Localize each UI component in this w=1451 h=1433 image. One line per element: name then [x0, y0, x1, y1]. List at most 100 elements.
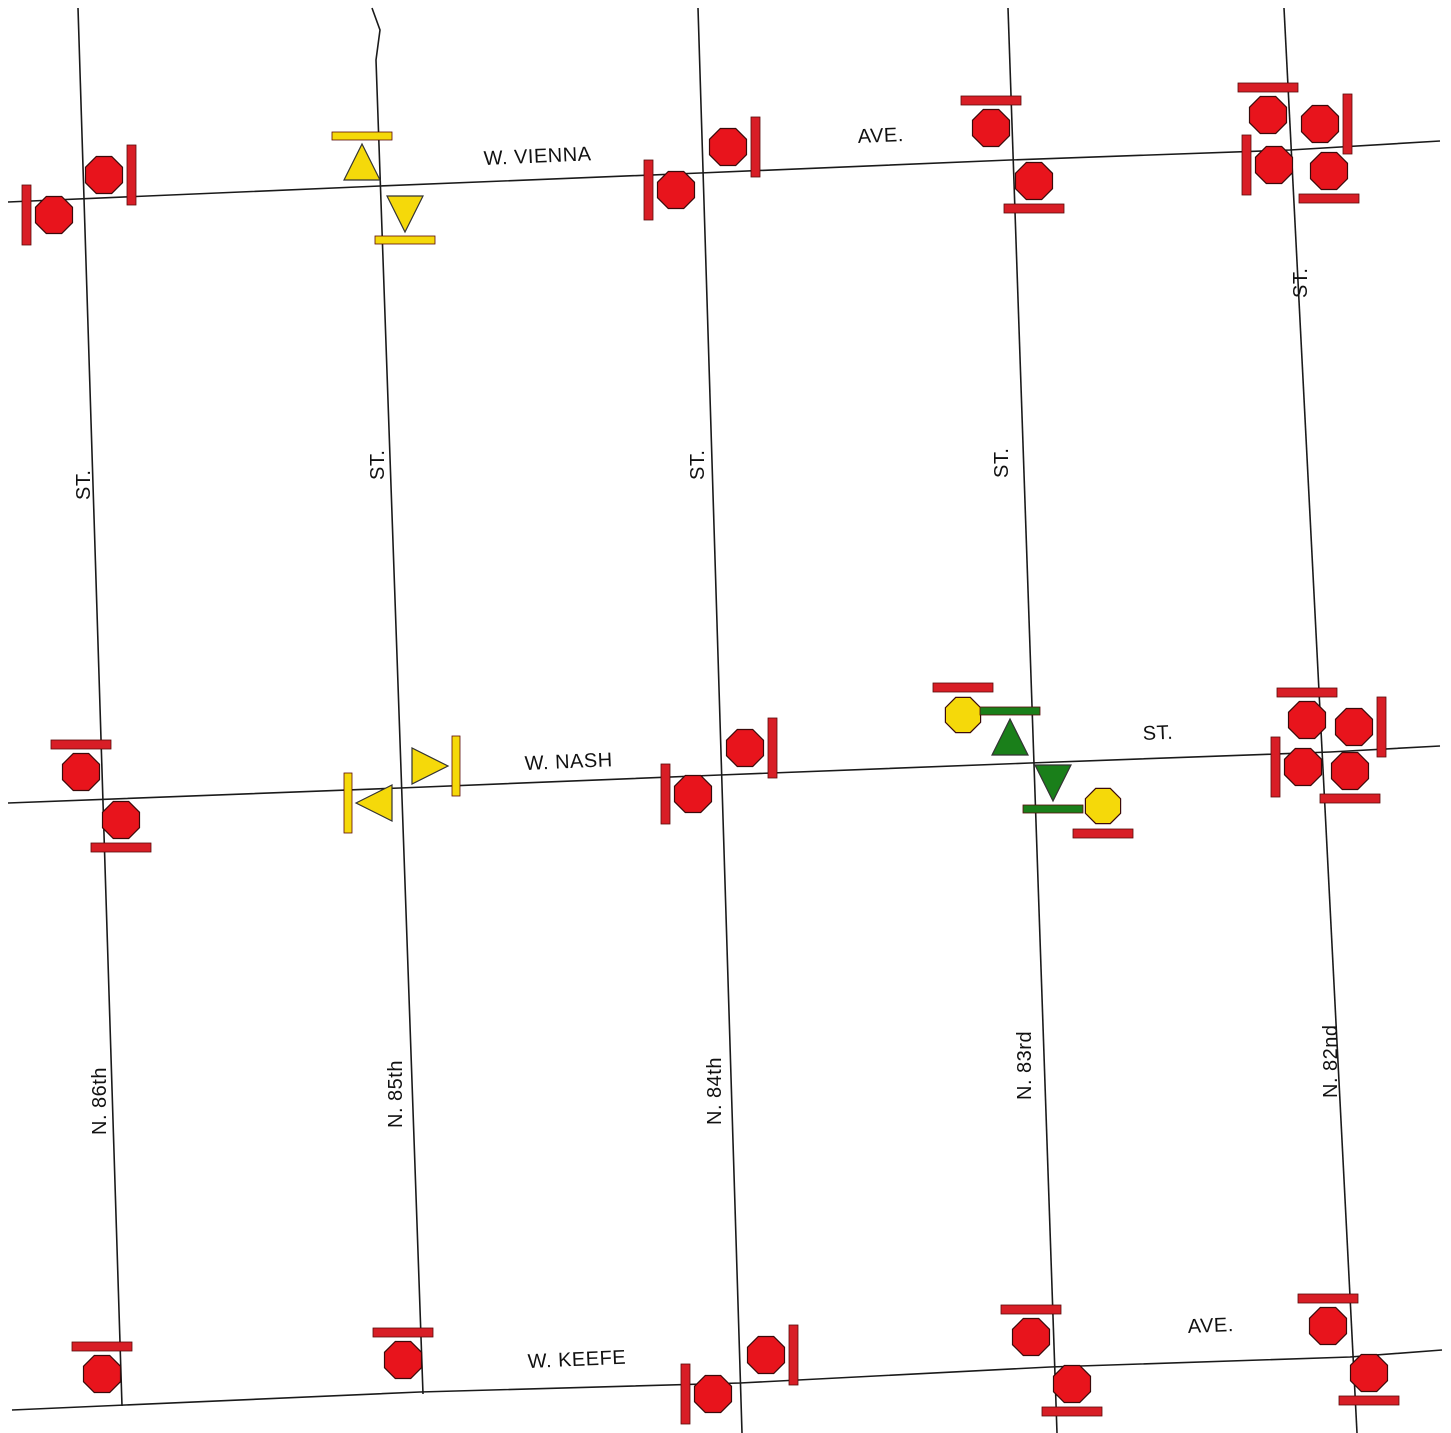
stop-octagon: [708, 127, 748, 167]
roads: [7, 7, 1443, 1433]
stop-octagon: [673, 774, 713, 814]
stop-bar: [750, 116, 761, 178]
stop-bar: [960, 95, 1022, 106]
stop-bar: [1297, 1293, 1359, 1304]
stop-bar: [126, 144, 137, 206]
stop-sign-icon: [21, 184, 74, 246]
label-vienna-ave: AVE.: [857, 124, 904, 148]
stop-octagon: [61, 752, 101, 792]
stop-octagon: [383, 1340, 423, 1380]
label-86th-st: ST.: [73, 470, 95, 500]
stop-octagon: [1309, 151, 1349, 191]
triangle: [1034, 764, 1072, 803]
stop-octagon: [1052, 1364, 1092, 1404]
stop-bar: [1000, 1304, 1062, 1315]
yield-sign-icon: [331, 131, 393, 181]
stop-octagon: [746, 1335, 786, 1375]
triangle: [343, 142, 381, 181]
stop-octagon: [1300, 104, 1340, 144]
stop-sign-icon: [372, 1327, 434, 1380]
stop-sign-icon: [708, 116, 761, 178]
stop-bar: [71, 1341, 133, 1352]
stop-octagon: [1248, 95, 1288, 135]
stop-sign-icon: [1270, 736, 1323, 798]
stop-sign-icon: [643, 159, 696, 221]
stop-sign-icon: [1298, 151, 1360, 204]
label-n-85th: N. 85th: [385, 1060, 407, 1128]
yield-sign-icon: [411, 735, 461, 797]
stop-octagon: [725, 728, 765, 768]
stop-bar: [932, 682, 994, 693]
stop-sign-icon: [1241, 134, 1294, 196]
label-83rd-st: ST.: [991, 448, 1013, 478]
stop-bar: [1298, 193, 1360, 204]
stop-sign-icon: [1297, 1293, 1359, 1346]
stop-bar: [1041, 1406, 1103, 1417]
stop-octagon: [34, 195, 74, 235]
triangle: [411, 747, 450, 785]
stop-sign-icon: [90, 800, 152, 853]
stop-sign-icon: [1276, 687, 1338, 740]
label-n-83rd: N. 83rd: [1014, 1031, 1036, 1100]
yellow-stop-icon: [932, 682, 994, 734]
bar: [343, 772, 353, 834]
stop-octagon: [1287, 700, 1327, 740]
yellow-octagon: [944, 696, 982, 734]
road-n-83rd-st: [1007, 7, 1058, 1433]
stop-sign-icon: [71, 1341, 133, 1394]
label-n-82nd: N. 82nd: [1320, 1024, 1342, 1098]
stop-bar: [1319, 793, 1381, 804]
stop-bar: [1072, 828, 1134, 839]
stop-sign-icon: [1338, 1353, 1400, 1406]
bar: [374, 235, 436, 245]
stop-bar: [643, 159, 654, 221]
stop-bar: [50, 739, 112, 750]
stop-octagon: [1283, 747, 1323, 787]
yellow-octagon: [1084, 787, 1122, 825]
stop-octagon: [1308, 1306, 1348, 1346]
stop-octagon: [84, 155, 124, 195]
stop-bar: [767, 717, 778, 779]
label-w-vienna: W. VIENNA: [483, 143, 592, 170]
stop-bar: [372, 1327, 434, 1338]
stop-sign-icon: [1334, 696, 1387, 758]
stop-sign-icon: [660, 763, 713, 825]
stop-bar: [1237, 82, 1299, 93]
stop-sign-icon: [1041, 1364, 1103, 1417]
triangle: [354, 784, 393, 822]
label-w-keefe: W. KEEFE: [527, 1347, 626, 1373]
stop-bar: [680, 1363, 691, 1425]
bar: [1022, 804, 1084, 814]
label-n-86th: N. 86th: [89, 1067, 111, 1135]
bar: [451, 735, 461, 797]
triangle: [991, 717, 1029, 756]
stop-bar: [788, 1324, 799, 1386]
stop-sign-icon: [746, 1324, 799, 1386]
stop-sign-icon: [1237, 82, 1299, 135]
stop-octagon: [693, 1374, 733, 1414]
stop-bar: [90, 842, 152, 853]
stop-sign-icon: [1000, 1304, 1062, 1357]
stop-sign-icon: [50, 739, 112, 792]
stop-octagon: [101, 800, 141, 840]
stop-sign-icon: [1300, 93, 1353, 155]
road-w-vienna-ave: [7, 140, 1441, 203]
label-w-nash: W. NASH: [524, 749, 613, 775]
stop-bar: [1342, 93, 1353, 155]
stop-sign-icon: [725, 717, 778, 779]
label-84th-st: ST.: [687, 450, 709, 480]
yield-sign-icon: [343, 772, 393, 834]
traffic-control-symbols: [21, 82, 1400, 1425]
label-n-84th: N. 84th: [704, 1057, 726, 1125]
triangle: [386, 195, 424, 234]
label-82nd-st: ST.: [1290, 268, 1312, 298]
bar: [331, 131, 393, 141]
road-n-85th-st: [371, 7, 424, 1395]
stop-octagon: [1011, 1317, 1051, 1357]
label-85th-st: ST.: [367, 450, 389, 480]
go-sign-icon: [979, 706, 1041, 756]
horizontal-street-labels: W. VIENNA AVE. W. NASH ST. W. KEEFE AVE.: [483, 124, 1234, 1373]
stop-sign-icon: [1319, 751, 1381, 804]
stop-bar: [1270, 736, 1281, 798]
